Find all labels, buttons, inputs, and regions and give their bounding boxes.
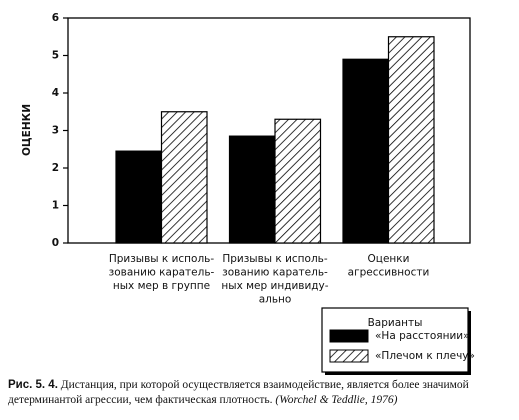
legend-label: «Плечом к плечу»: [375, 350, 475, 362]
y-tick-label: 4: [52, 87, 59, 99]
x-tick-label: Оценки агрессивности: [348, 253, 430, 279]
caption-text: Дистанция, при которой осуществляется вз…: [8, 379, 469, 406]
bar: [387, 36, 435, 244]
legend-swatch: [329, 349, 369, 363]
legend-title: Варианты: [368, 317, 423, 329]
bar: [274, 118, 322, 244]
y-tick-label: 3: [52, 125, 59, 137]
bar: [160, 111, 208, 244]
bar: [342, 58, 390, 244]
x-tick-label: Призывы к исполь-зованию каратель-ных ме…: [221, 253, 328, 306]
bar: [115, 150, 163, 244]
bar: [228, 135, 276, 244]
y-tick-label: 2: [52, 162, 59, 174]
caption-source: (Worchel & Teddlie, 1976): [275, 394, 398, 406]
caption-label: Рис. 5. 4.: [8, 379, 58, 391]
y-tick-label: 0: [52, 237, 59, 249]
legend-swatch: [329, 329, 369, 343]
y-tick-label: 1: [52, 200, 59, 212]
legend-label: «На расстоянии»: [375, 330, 470, 342]
y-tick-label: 6: [52, 12, 59, 24]
x-tick-label: Призывы к исполь-зованию каратель-ных ме…: [109, 253, 215, 292]
caption: Рис. 5. 4. Дистанция, при которой осущес…: [8, 378, 513, 408]
y-tick-label: 5: [52, 50, 59, 62]
chart: ОЦЕНКИ Варианты 0 1 2 3 4 5 6 Призывы к исполь-…: [21, 12, 475, 375]
y-axis-label: ОЦЕНКИ: [21, 104, 33, 156]
